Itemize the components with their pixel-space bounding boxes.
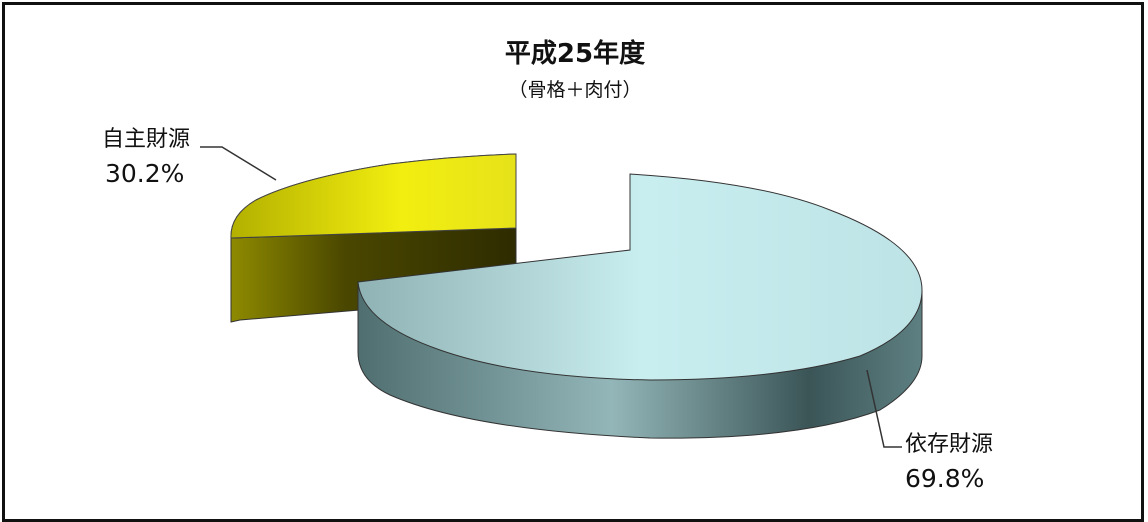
- leader-line-jishu: [200, 146, 277, 181]
- slice-top-izon: [357, 173, 923, 381]
- slice-label-izon: 依存財源: [905, 432, 993, 457]
- slice-percent-jishu: 30.2%: [105, 159, 184, 188]
- leader-line-izon: [866, 369, 902, 448]
- slice-label-jishu: 自主財源: [102, 127, 190, 152]
- chart-title: 平成25年度: [505, 38, 645, 69]
- slice-percent-izon: 69.8%: [905, 464, 984, 493]
- chart-subtitle: （骨格＋肉付）: [508, 79, 641, 101]
- pie-slice-izon-zaigen: [357, 173, 923, 439]
